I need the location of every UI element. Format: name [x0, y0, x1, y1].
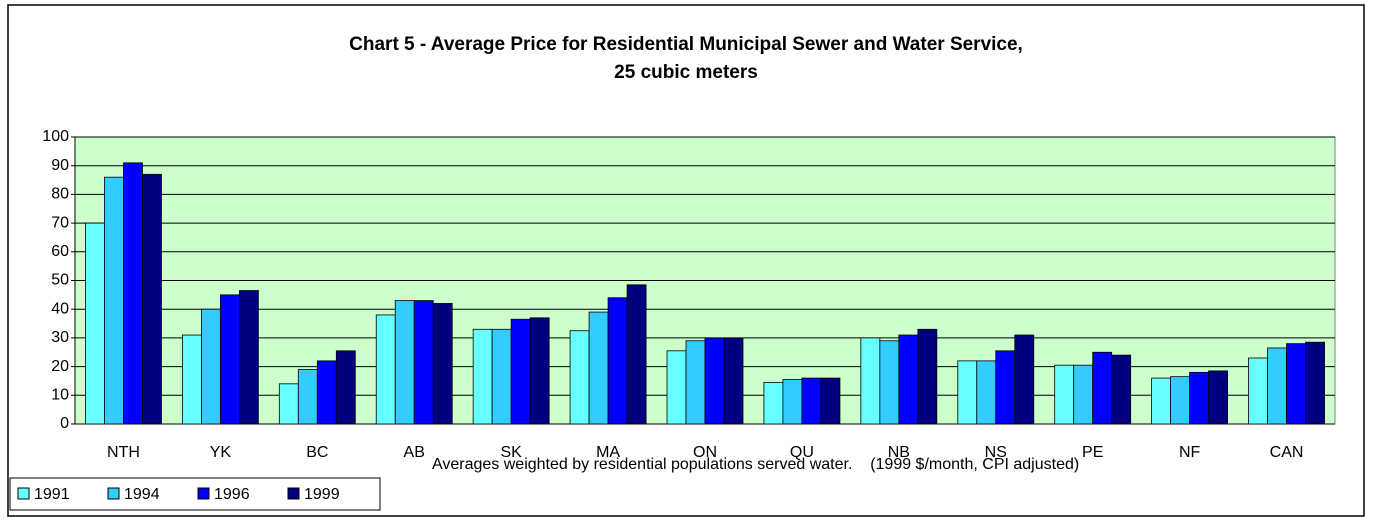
x-tick-label: BC: [306, 444, 328, 461]
bar: [607, 297, 628, 425]
y-tick-label: 20: [51, 358, 69, 375]
bar: [413, 300, 434, 425]
bar: [394, 300, 415, 425]
bar: [1305, 341, 1325, 425]
legend-label: 1994: [124, 486, 160, 503]
x-tick-label: NB: [888, 444, 910, 461]
legend-swatch: [287, 487, 300, 500]
bar: [860, 337, 881, 425]
bar: [763, 381, 784, 425]
bar: [181, 334, 202, 425]
bar: [104, 176, 124, 425]
bar: [801, 377, 822, 425]
bar: [976, 360, 997, 425]
bar: [1073, 364, 1094, 425]
x-tick-label: AB: [404, 444, 425, 461]
x-tick-label: YK: [210, 444, 232, 461]
bar: [666, 350, 687, 425]
x-tick-label: SK: [500, 444, 522, 461]
bar: [898, 334, 919, 425]
bar: [510, 318, 531, 425]
bar: [200, 308, 221, 425]
bar: [238, 290, 259, 425]
y-tick-label: 40: [51, 300, 69, 317]
bar: [1092, 351, 1113, 425]
bar: [529, 317, 550, 425]
bar: [957, 360, 978, 425]
bar: [1111, 354, 1132, 425]
y-tick-label: 60: [51, 243, 69, 260]
legend-label: 1999: [304, 486, 340, 503]
bar: [1054, 364, 1075, 425]
x-tick-label: NS: [985, 444, 1007, 461]
legend-swatch: [197, 487, 210, 500]
bar: [626, 284, 647, 425]
y-tick-label: 90: [51, 157, 69, 174]
bar: [588, 311, 609, 425]
bar: [375, 314, 396, 425]
y-tick-label: 80: [51, 186, 69, 203]
bar: [723, 337, 744, 425]
bar: [1286, 343, 1306, 425]
chart-title: Chart 5 - Average Price for Residential …: [349, 34, 1023, 55]
bar: [704, 337, 725, 425]
bar: [297, 369, 318, 425]
y-tick-label: 100: [42, 128, 69, 145]
bar: [782, 379, 803, 425]
bar: [820, 377, 841, 425]
bar: [1151, 377, 1172, 425]
bar: [219, 294, 240, 425]
legend-label: 1991: [34, 486, 70, 503]
bar: [917, 328, 938, 425]
bar: [1189, 371, 1210, 425]
bar: [85, 222, 105, 425]
bar: [879, 340, 900, 425]
bar: [432, 303, 453, 425]
y-tick-label: 30: [51, 329, 69, 346]
bar: [569, 330, 590, 425]
x-tick-label: MA: [596, 444, 620, 461]
bar: [335, 350, 356, 425]
x-tick-label: CAN: [1270, 444, 1304, 461]
bar: [316, 360, 337, 425]
bar: [278, 383, 299, 425]
legend-swatch: [17, 487, 30, 500]
bar: [1267, 347, 1287, 425]
bar: [995, 350, 1016, 425]
bar: [1208, 370, 1229, 425]
bar: [123, 162, 143, 425]
chart-title: 25 cubic meters: [614, 62, 758, 83]
y-tick-label: 50: [51, 272, 69, 289]
legend-box: [9, 477, 381, 511]
annotation: Averages weighted by residential populat…: [432, 456, 1079, 473]
legend-swatch: [107, 487, 120, 500]
bar: [1014, 334, 1035, 425]
x-tick-label: QU: [790, 444, 814, 461]
bar: [1170, 376, 1191, 425]
x-tick-label: NF: [1179, 444, 1201, 461]
bar: [491, 328, 512, 425]
y-tick-label: 10: [51, 387, 69, 404]
legend-label: 1996: [214, 486, 250, 503]
bar: [685, 340, 706, 425]
x-tick-label: PE: [1082, 444, 1103, 461]
bar: [142, 173, 162, 425]
x-tick-label: ON: [693, 444, 717, 461]
bar: [1248, 357, 1268, 425]
x-tick-label: NTH: [107, 444, 140, 461]
bar: [472, 328, 493, 425]
y-tick-label: 0: [60, 415, 69, 432]
y-tick-label: 70: [51, 214, 69, 231]
